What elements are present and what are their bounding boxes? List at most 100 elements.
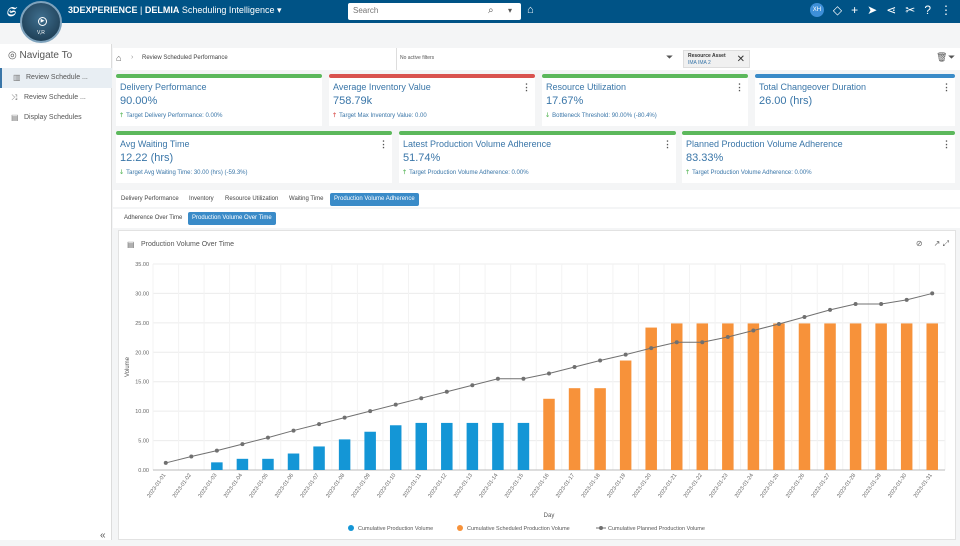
tab-production-volume-adherence[interactable]: Production Volume Adherence bbox=[330, 193, 419, 206]
bar[interactable] bbox=[645, 327, 657, 470]
bar[interactable] bbox=[900, 323, 913, 470]
kpi-planned-production-volume-adherence[interactable]: Planned Production Volume Adherence 83.3… bbox=[682, 131, 955, 183]
bar[interactable] bbox=[798, 323, 811, 470]
sidebar-item-display-schedules[interactable]: ▤ Display Schedules bbox=[0, 108, 112, 128]
kpi-delivery-performance[interactable]: Delivery Performance 90.00% 🡑 Target Deli… bbox=[116, 74, 322, 126]
search-options-chevron-icon[interactable]: ▾ bbox=[508, 6, 513, 15]
line-point[interactable] bbox=[751, 328, 756, 333]
kpi-menu-icon[interactable]: ⋮ bbox=[942, 139, 951, 149]
close-icon[interactable]: ✕ bbox=[736, 54, 745, 65]
add-icon[interactable]: + bbox=[851, 3, 859, 17]
line-point[interactable] bbox=[725, 334, 730, 339]
trash-icon[interactable]: 🗑 bbox=[936, 52, 948, 62]
subtab-adherence-over-time[interactable]: Adherence Over Time bbox=[124, 215, 183, 221]
more-icon[interactable]: ⋮ bbox=[940, 3, 952, 17]
bar[interactable] bbox=[696, 323, 709, 470]
line-point[interactable] bbox=[419, 396, 424, 401]
collapse-sidebar-button[interactable]: « bbox=[100, 530, 106, 541]
ds-logo-icon[interactable]: 𝔖 bbox=[6, 4, 16, 19]
sidebar-item-review-schedule[interactable]: ▥ Review Schedule ... bbox=[0, 68, 112, 88]
bar[interactable] bbox=[594, 388, 606, 470]
line-point[interactable] bbox=[393, 402, 398, 407]
bar[interactable] bbox=[262, 458, 274, 470]
help-icon[interactable]: ? bbox=[924, 3, 931, 17]
kpi-menu-icon[interactable]: ⋮ bbox=[735, 82, 744, 92]
chart-type-icon[interactable]: ▤ bbox=[127, 240, 135, 249]
line-point[interactable] bbox=[828, 307, 833, 312]
legend-label[interactable]: Cumulative Scheduled Production Volume bbox=[467, 526, 570, 532]
bar[interactable] bbox=[492, 422, 504, 470]
kpi-menu-icon[interactable]: ⋮ bbox=[663, 139, 672, 149]
kpi-resource-utilization[interactable]: Resource Utilization 17.67% 🡓 Bottleneck … bbox=[542, 74, 748, 126]
share-icon[interactable]: ↗ bbox=[933, 239, 941, 248]
bar[interactable] bbox=[875, 323, 887, 470]
kpi-total-changeover-duration[interactable]: Total Changeover Duration 26.00 (hrs) ⋮ bbox=[755, 74, 955, 126]
line-point[interactable] bbox=[214, 448, 219, 453]
kpi-avg-waiting-time[interactable]: Avg Waiting Time 12.22 (hrs) 🡓 Target Avg… bbox=[116, 131, 392, 183]
bar[interactable] bbox=[824, 323, 836, 470]
bar[interactable] bbox=[926, 323, 938, 470]
search-box[interactable]: ⌕ ▾ bbox=[348, 3, 521, 20]
line-point[interactable] bbox=[240, 442, 245, 447]
line-point[interactable] bbox=[342, 415, 347, 420]
kpi-menu-icon[interactable]: ⋮ bbox=[379, 139, 388, 149]
legend-label[interactable]: Cumulative Planned Production Volume bbox=[608, 526, 705, 532]
tab-resource-utilization[interactable]: Resource Utilization bbox=[225, 196, 279, 202]
avatar[interactable]: XH bbox=[809, 3, 824, 17]
line-point[interactable] bbox=[623, 352, 628, 357]
bar[interactable] bbox=[389, 425, 402, 470]
line-point[interactable] bbox=[265, 435, 270, 440]
hide-icon[interactable]: ⊘ bbox=[915, 239, 923, 248]
feed-icon[interactable]: ◇ bbox=[832, 3, 843, 17]
line-point[interactable] bbox=[879, 302, 884, 307]
filter-chip[interactable]: Resource Asset IMA IMA 2 ✕ bbox=[683, 50, 750, 68]
line-point[interactable] bbox=[674, 340, 679, 345]
kpi-average-inventory-value[interactable]: Average Inventory Value 758.79k 🡑 Target … bbox=[329, 74, 535, 126]
bar[interactable] bbox=[773, 323, 785, 470]
kpi-menu-icon[interactable]: ⋮ bbox=[522, 82, 531, 92]
search-input[interactable] bbox=[353, 6, 483, 15]
bar[interactable] bbox=[441, 422, 453, 470]
line-point[interactable] bbox=[495, 376, 500, 381]
filter-icon[interactable]: ⏷ bbox=[666, 52, 674, 62]
app-title[interactable]: 3DEXPERIENCE | DELMIA Scheduling Intelli… bbox=[68, 5, 282, 15]
bar[interactable] bbox=[568, 388, 581, 470]
line-point[interactable] bbox=[317, 422, 322, 427]
bar[interactable] bbox=[415, 422, 428, 470]
bar[interactable] bbox=[287, 453, 300, 470]
line-point[interactable] bbox=[470, 383, 475, 388]
home-icon[interactable]: ⌂ bbox=[116, 53, 122, 63]
bar[interactable] bbox=[619, 360, 632, 470]
sidebar-item-review-schedule-2[interactable]: ⤨ Review Schedule ... bbox=[0, 88, 112, 108]
breadcrumb[interactable]: Review Scheduled Performance bbox=[142, 55, 228, 61]
line-point[interactable] bbox=[521, 376, 526, 381]
tab-delivery-performance[interactable]: Delivery Performance bbox=[121, 196, 179, 202]
line-point[interactable] bbox=[700, 340, 705, 345]
line-point[interactable] bbox=[598, 358, 603, 363]
bar[interactable] bbox=[849, 323, 862, 470]
bar[interactable] bbox=[543, 398, 555, 470]
line-point[interactable] bbox=[547, 371, 551, 376]
line-point[interactable] bbox=[649, 346, 654, 351]
filter-reset-icon[interactable]: ⏷ bbox=[948, 52, 956, 62]
bar[interactable] bbox=[313, 446, 325, 470]
kpi-latest-production-volume-adherence[interactable]: Latest Production Volume Adherence 51.74… bbox=[399, 131, 676, 183]
line-point[interactable] bbox=[163, 460, 168, 465]
bar[interactable] bbox=[338, 439, 351, 470]
line-point[interactable] bbox=[444, 389, 449, 394]
share-icon[interactable]: ⋖ bbox=[886, 3, 897, 17]
search-icon[interactable]: ⌕ bbox=[488, 5, 494, 16]
line-point[interactable] bbox=[572, 365, 577, 369]
expand-icon[interactable]: ⤢ bbox=[942, 239, 949, 248]
bar[interactable] bbox=[517, 422, 530, 470]
tab-inventory[interactable]: Inventory bbox=[189, 196, 214, 202]
line-point[interactable] bbox=[853, 302, 858, 307]
bar[interactable] bbox=[211, 462, 223, 470]
line-point[interactable] bbox=[291, 428, 296, 433]
line-point[interactable] bbox=[368, 409, 373, 414]
tools-icon[interactable]: ✂ bbox=[905, 3, 916, 17]
legend-label[interactable]: Cumulative Production Volume bbox=[358, 526, 433, 532]
share-arrow-icon[interactable]: ➤ bbox=[867, 3, 878, 17]
subtab-production-volume-over-time[interactable]: Production Volume Over Time bbox=[188, 212, 276, 225]
bar[interactable] bbox=[364, 431, 376, 470]
